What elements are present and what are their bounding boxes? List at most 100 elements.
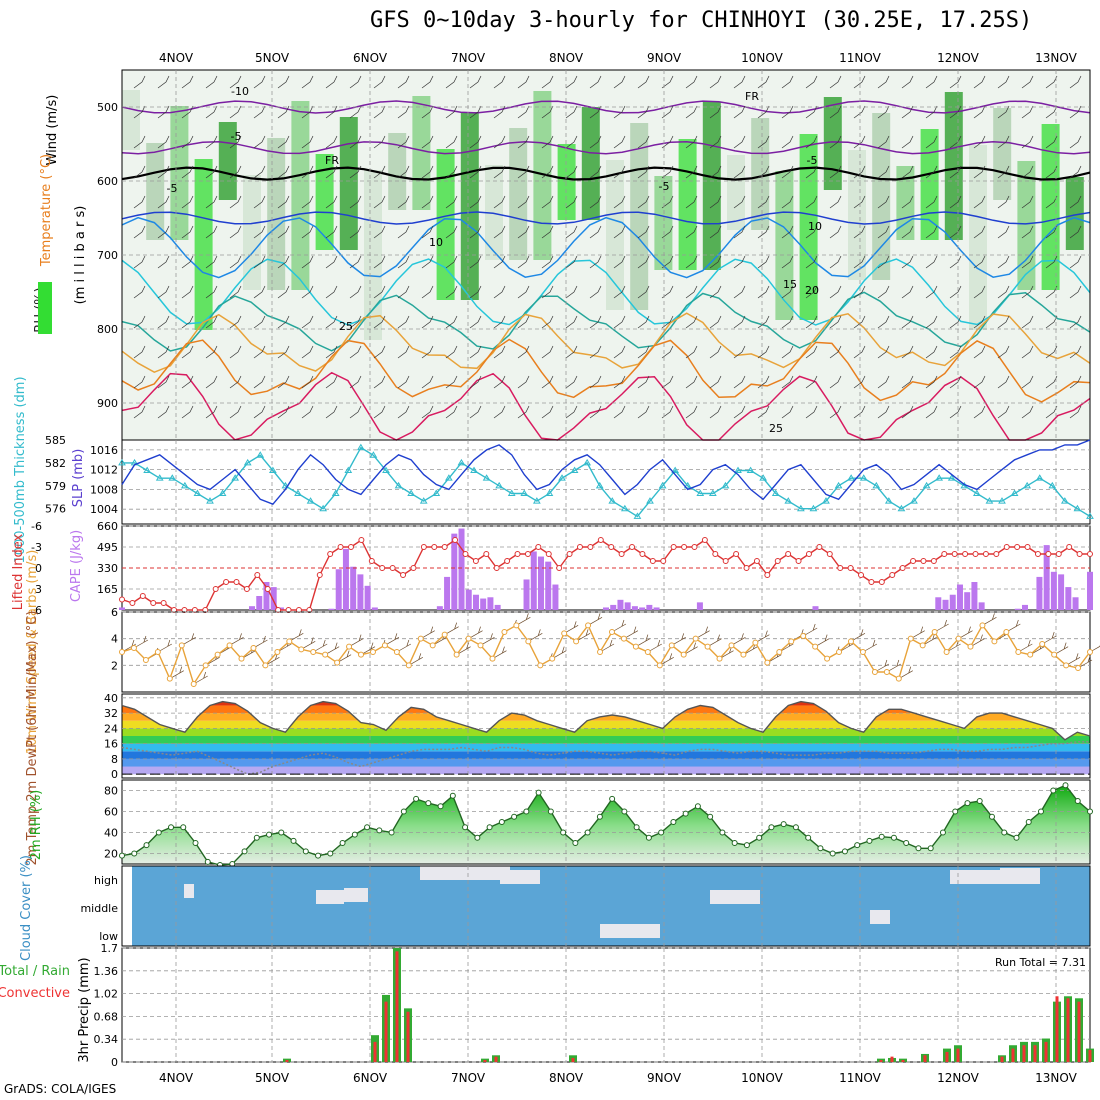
wind-barb bbox=[445, 195, 458, 209]
cape-bar bbox=[653, 607, 660, 610]
wind-barb bbox=[733, 255, 746, 269]
rh2m-point bbox=[351, 831, 358, 838]
thickness-point bbox=[444, 474, 453, 481]
wind-barb bbox=[589, 225, 602, 239]
wind-barb bbox=[637, 285, 650, 299]
thickness-point bbox=[796, 504, 805, 512]
wind-barb bbox=[277, 285, 290, 299]
wind-barb bbox=[757, 165, 770, 179]
wind10m-speed-point bbox=[1015, 649, 1022, 655]
cape-bar bbox=[1065, 587, 1072, 610]
wind-barb bbox=[205, 345, 218, 359]
rh-cell bbox=[533, 91, 552, 260]
thickness-point bbox=[1010, 489, 1019, 496]
wind-barb bbox=[733, 375, 746, 389]
lifted-index-point bbox=[899, 565, 906, 571]
rh2m-point bbox=[547, 808, 554, 815]
wind-barb bbox=[925, 345, 938, 359]
wind-barb bbox=[541, 135, 554, 149]
wind-barb bbox=[517, 195, 530, 209]
contour-label: -5 bbox=[807, 154, 818, 167]
wind-barb bbox=[757, 75, 770, 89]
wind-barb bbox=[181, 375, 194, 389]
wind-barb bbox=[349, 165, 362, 179]
rh2m-point bbox=[878, 833, 885, 840]
wind-barb bbox=[805, 225, 818, 239]
thickness-point bbox=[671, 466, 680, 474]
cape-bar bbox=[270, 587, 277, 610]
wind-barb bbox=[901, 165, 914, 179]
thickness-point bbox=[658, 481, 667, 489]
wind10m-speed-point bbox=[644, 649, 651, 655]
rh-cell bbox=[412, 96, 431, 210]
wind-barb bbox=[637, 315, 650, 329]
rh-cell bbox=[291, 101, 310, 290]
wind10m-speed-point bbox=[967, 643, 974, 650]
wind-barb bbox=[157, 165, 170, 179]
wind-barb bbox=[685, 105, 698, 119]
wind-barb bbox=[133, 135, 146, 149]
rh-cell bbox=[993, 108, 1012, 200]
rh2m-point bbox=[462, 824, 469, 831]
li-tick: -3 bbox=[31, 541, 42, 554]
slp-line bbox=[121, 439, 1091, 506]
wind-barb bbox=[733, 135, 746, 149]
wind10m-speed-line bbox=[121, 623, 1091, 686]
wind-barb bbox=[613, 75, 626, 89]
cape-bar bbox=[465, 589, 472, 610]
wind-barb bbox=[637, 375, 650, 389]
wind10m-speed-point bbox=[728, 642, 735, 649]
wind-barb bbox=[133, 225, 146, 239]
thickness-point bbox=[231, 474, 240, 481]
axis-label-lifted-index: Lifted Index bbox=[11, 533, 26, 610]
wind-barb bbox=[421, 165, 434, 179]
wind-barb bbox=[853, 135, 866, 149]
precip-conv-bar bbox=[879, 1059, 883, 1062]
wind10m-speed-point bbox=[166, 675, 173, 682]
precip-conv-bar bbox=[1066, 998, 1070, 1062]
wind-barb bbox=[421, 345, 434, 359]
lifted-index-point bbox=[858, 572, 865, 578]
wind-barb bbox=[613, 285, 626, 299]
cloud-gap bbox=[184, 884, 194, 898]
rh2m-point bbox=[1013, 834, 1020, 841]
wind-barb bbox=[901, 225, 914, 239]
wind-barb bbox=[445, 315, 458, 329]
lifted-index-point bbox=[483, 551, 490, 557]
lifted-index-point bbox=[795, 558, 802, 564]
cape-bar bbox=[978, 602, 985, 610]
wind-barb bbox=[733, 165, 746, 179]
wind-barb bbox=[205, 75, 218, 89]
day-label-top: 9NOV bbox=[647, 51, 682, 65]
wind10m-speed-point bbox=[441, 631, 448, 638]
wind10m-speed-point bbox=[262, 662, 269, 669]
lifted-index-point bbox=[618, 551, 625, 557]
rh-cell bbox=[751, 118, 770, 230]
wind-barb bbox=[997, 285, 1010, 299]
wind-barb bbox=[829, 165, 842, 179]
wind10m-speed-point bbox=[142, 657, 149, 663]
wind-barb bbox=[709, 285, 722, 299]
lifted-index-point bbox=[431, 544, 438, 550]
wind-barb bbox=[565, 255, 578, 269]
wind-barb bbox=[325, 75, 338, 89]
rh-cell bbox=[1041, 124, 1060, 290]
rh2m-point bbox=[327, 850, 334, 857]
rh-cell bbox=[969, 145, 987, 330]
wind-barb bbox=[133, 165, 146, 179]
wind10m-speed-point bbox=[322, 651, 329, 658]
wind-barb bbox=[493, 75, 506, 89]
wind-barb bbox=[517, 405, 530, 419]
wind10m-speed-point bbox=[513, 622, 520, 629]
wind-barb bbox=[589, 315, 602, 329]
wind-barb bbox=[709, 375, 722, 389]
wind-barb bbox=[781, 165, 794, 179]
lifted-index-point bbox=[993, 551, 1000, 557]
rh2m-point bbox=[584, 829, 591, 836]
wind-barb bbox=[997, 315, 1010, 329]
axis-label-convective: Convective bbox=[0, 986, 70, 1001]
thickness-point bbox=[1086, 512, 1094, 519]
wind-barb bbox=[517, 255, 530, 269]
wind-barb bbox=[877, 75, 890, 89]
rh2m-point bbox=[670, 819, 677, 825]
